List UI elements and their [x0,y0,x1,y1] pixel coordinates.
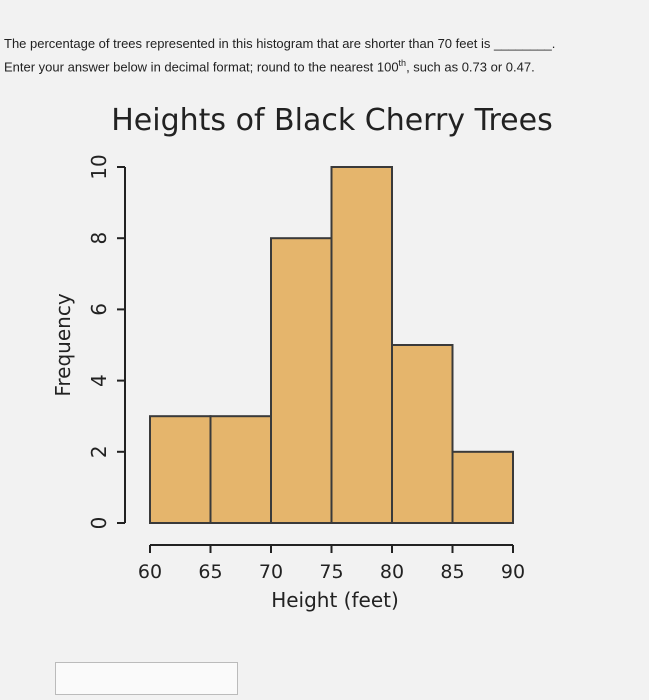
answer-input[interactable] [55,662,238,695]
bar [391,344,454,524]
bar [209,415,272,525]
bar [451,450,514,524]
chart-title: Heights of Black Cherry Trees [111,103,552,138]
y-tick-label: 10 [87,154,111,179]
bar [270,237,333,524]
x-tick-label: 85 [440,561,464,583]
y-tick-label: 4 [87,374,111,387]
question-line: Enter your answer below in decimal forma… [4,58,535,74]
question-text: Enter your answer below in decimal forma… [4,59,399,75]
y-tick-label: 2 [87,445,111,458]
x-tick-label: 75 [319,561,343,583]
superscript: th [398,58,407,68]
x-axis-label: Height (feet) [271,588,399,612]
y-tick-label: 8 [87,232,111,245]
y-axis-label: Frequency [51,293,75,396]
x-tick-label: 90 [501,561,525,583]
chart: Heights of Black Cherry Trees Height (fe… [51,103,553,612]
question-text: , such as 0.73 or 0.47. [406,59,535,75]
x-tick-label: 70 [259,561,283,583]
x-tick-label: 65 [198,561,222,583]
bar [330,166,393,524]
question-line: The percentage of trees represented in t… [4,36,556,51]
x-tick-label: 60 [138,561,162,583]
bar [149,415,212,525]
y-tick-label: 6 [87,303,111,316]
x-tick-label: 80 [380,561,404,583]
y-tick-label: 0 [87,517,111,530]
